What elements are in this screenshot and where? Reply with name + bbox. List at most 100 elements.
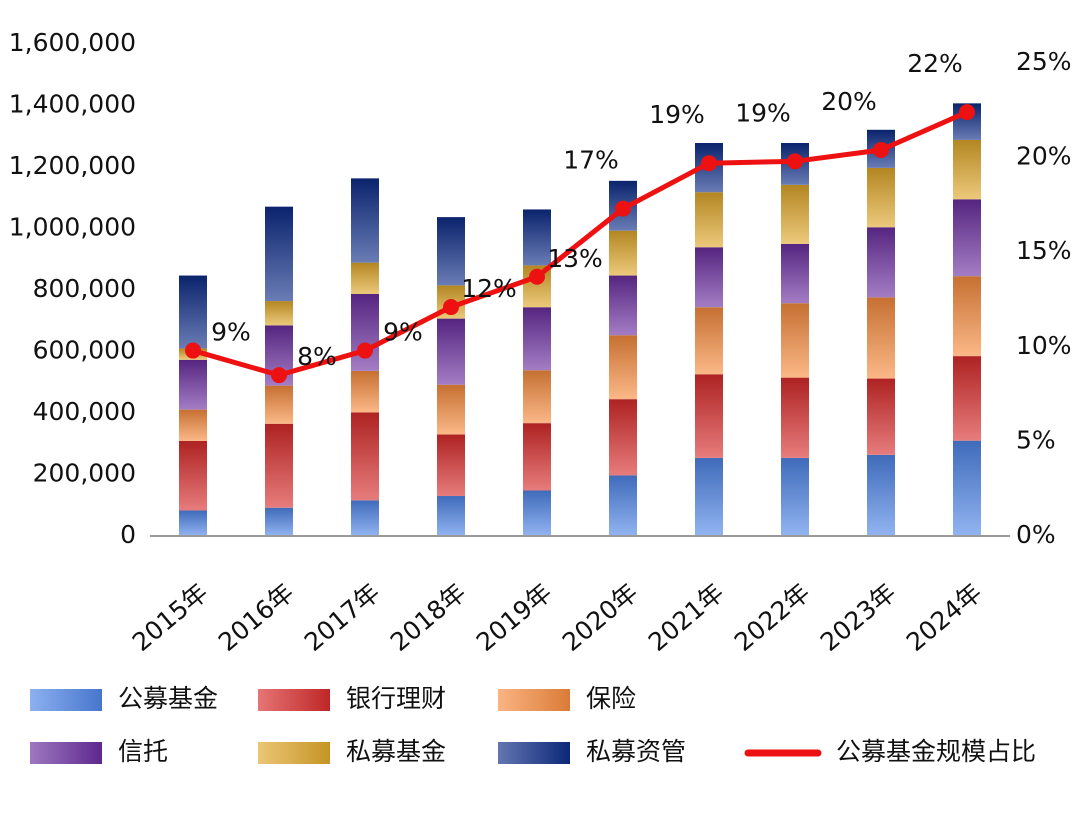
bar-segment-series-5 [437, 217, 465, 286]
left-axis-tick-label: 200,000 [33, 459, 136, 488]
legend-label: 信托 [118, 737, 168, 766]
left-axis-tick-label: 800,000 [33, 274, 136, 303]
line-data-label: 22% [907, 49, 963, 78]
bar-segment-series-2 [867, 297, 895, 379]
right-axis-tick-label: 10% [1016, 331, 1072, 360]
legend-swatch [30, 689, 102, 711]
legend-swatch [498, 742, 570, 764]
right-axis-tick-label: 20% [1016, 142, 1072, 171]
bar-segment-series-0 [437, 496, 465, 536]
bar-segment-series-0 [953, 440, 981, 536]
line-data-label: 9% [383, 318, 423, 347]
left-axis-tick-label: 1,600,000 [9, 28, 136, 57]
right-axis-tick-label: 0% [1016, 520, 1056, 549]
line-point [873, 141, 889, 158]
right-axis: 0% 5% 10% 15% 20% 25% [1016, 47, 1072, 549]
legend-label: 保险 [586, 684, 636, 713]
bar-segment-series-0 [351, 500, 379, 536]
bar-stack [781, 143, 809, 536]
bar-segment-series-2 [523, 370, 551, 424]
bar-stack [867, 129, 895, 536]
line-data-label: 9% [211, 318, 251, 347]
left-axis-tick-label: 400,000 [33, 397, 136, 426]
legend-label: 银行理财 [346, 684, 446, 713]
line-data-label: 8% [297, 342, 337, 371]
bar-segment-series-1 [781, 377, 809, 458]
line-data-label: 13% [547, 244, 603, 273]
bar-segment-series-3 [351, 293, 379, 371]
bar-segment-series-4 [953, 139, 981, 200]
bar-segment-series-1 [179, 440, 207, 511]
line-point [357, 342, 373, 359]
bar-segment-series-5 [351, 178, 379, 263]
bar-segment-series-2 [437, 384, 465, 435]
bar-segment-series-2 [953, 276, 981, 357]
legend-item-line: 公募基金规模占比 [744, 737, 1036, 766]
x-axis-tick-label: 2018年 [385, 578, 472, 657]
line-series [190, 109, 970, 378]
x-axis-tick-label: 2024年 [901, 578, 988, 657]
bar-segment-series-2 [609, 335, 637, 400]
bar-stack [953, 103, 981, 536]
bar-stack [179, 275, 207, 536]
legend-swatch [258, 742, 330, 764]
bar-segment-series-4 [609, 230, 637, 276]
right-axis-tick-label: 25% [1016, 47, 1072, 76]
left-axis-tick-label: 1,000,000 [9, 213, 136, 242]
legend-item-series-5: 私募资管 [498, 737, 686, 766]
line-point [615, 200, 631, 217]
bar-segment-series-3 [867, 227, 895, 298]
legend-label: 私募基金 [346, 737, 446, 766]
bar-segment-series-3 [437, 318, 465, 385]
legend-item-series-3: 信托 [30, 737, 168, 766]
bar-stack [351, 178, 379, 536]
left-axis-tick-label: 1,400,000 [9, 90, 136, 119]
plot-area: 9% 8% 9% 12% 13% 17% 19% 19% 20% 22% [179, 49, 981, 536]
bar-segment-series-0 [265, 507, 293, 536]
x-axis-tick-label: 2015年 [127, 578, 214, 657]
line-data-label: 19% [735, 98, 791, 127]
x-axis-tick-label: 2017年 [299, 578, 386, 657]
bar-segment-series-0 [695, 457, 723, 536]
bar-segment-series-1 [953, 356, 981, 441]
bar-segment-series-1 [867, 378, 895, 455]
line-point [185, 342, 201, 359]
bar-stack [609, 180, 637, 536]
bar-segment-series-4 [265, 301, 293, 326]
legend-item-series-0: 公募基金 [30, 684, 218, 713]
x-axis-tick-label: 2016年 [213, 578, 300, 657]
bar-segment-series-3 [781, 243, 809, 304]
bar-segment-series-5 [179, 275, 207, 349]
bar-segment-series-2 [781, 303, 809, 378]
legend-swatch [258, 689, 330, 711]
bar-segment-series-0 [867, 454, 895, 536]
x-axis-tick-label: 2023年 [815, 578, 902, 657]
line-data-label: 19% [649, 100, 705, 129]
left-axis: 0 200,000 400,000 600,000 800,000 1,000,000 1,… [9, 28, 136, 549]
left-axis-tick-label: 0 [120, 520, 136, 549]
bar-segment-series-0 [179, 510, 207, 536]
legend-item-series-2: 保险 [498, 684, 636, 713]
bar-segment-series-1 [609, 399, 637, 476]
bar-segment-series-2 [351, 370, 379, 413]
line-point [443, 299, 459, 316]
bar-segment-series-1 [695, 374, 723, 458]
bar-segment-series-1 [523, 423, 551, 491]
left-axis-tick-label: 600,000 [33, 336, 136, 365]
bar-segment-series-4 [695, 192, 723, 248]
legend-item-series-1: 银行理财 [258, 684, 446, 713]
line-data-label: 12% [461, 274, 517, 303]
bar-stack [695, 143, 723, 536]
bar-segment-series-1 [351, 412, 379, 501]
line-point [529, 268, 545, 285]
legend-swatch [498, 689, 570, 711]
bar-segment-series-1 [265, 423, 293, 508]
bar-segment-series-0 [781, 457, 809, 536]
line-point [701, 155, 717, 172]
x-axis-tick-label: 2022年 [729, 578, 816, 657]
line-point [271, 367, 287, 384]
bar-segment-series-5 [265, 206, 293, 302]
bar-segment-series-1 [437, 434, 465, 497]
bar-segment-series-3 [523, 307, 551, 371]
